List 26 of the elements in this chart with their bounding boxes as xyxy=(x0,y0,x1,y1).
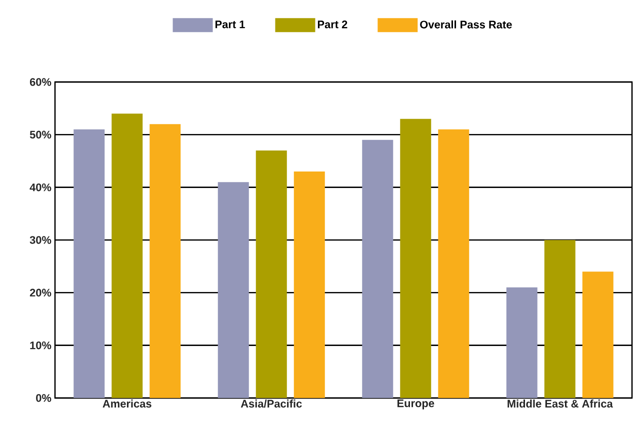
y-tick-label: 10% xyxy=(30,341,52,350)
x-tick-label: Asia/Pacific xyxy=(240,400,302,408)
bar xyxy=(544,240,576,398)
x-tick-label: Middle East & Africa xyxy=(508,400,613,408)
y-tick-label: 20% xyxy=(30,288,52,297)
y-tick-label: 0% xyxy=(36,394,52,402)
legend-label: Part 2 xyxy=(318,20,348,28)
bar xyxy=(362,140,394,398)
y-tick-label: 40% xyxy=(30,183,52,192)
y-tick-label: 30% xyxy=(30,236,52,244)
bar xyxy=(74,129,105,398)
bar xyxy=(112,114,143,398)
bar xyxy=(294,172,325,398)
x-tick-label: Americas xyxy=(102,400,152,408)
legend-label: Part 1 xyxy=(215,20,245,28)
y-tick-label: 60% xyxy=(30,78,52,86)
y-tick-label: 50% xyxy=(30,130,52,139)
bar xyxy=(506,287,538,398)
bar xyxy=(400,118,432,398)
bar xyxy=(218,182,249,398)
bar xyxy=(150,124,181,398)
bar xyxy=(582,272,614,398)
bar xyxy=(438,129,470,398)
bar xyxy=(256,150,287,398)
legend-label: Overall Pass Rate xyxy=(420,20,512,28)
x-tick-label: Europe xyxy=(397,400,434,410)
